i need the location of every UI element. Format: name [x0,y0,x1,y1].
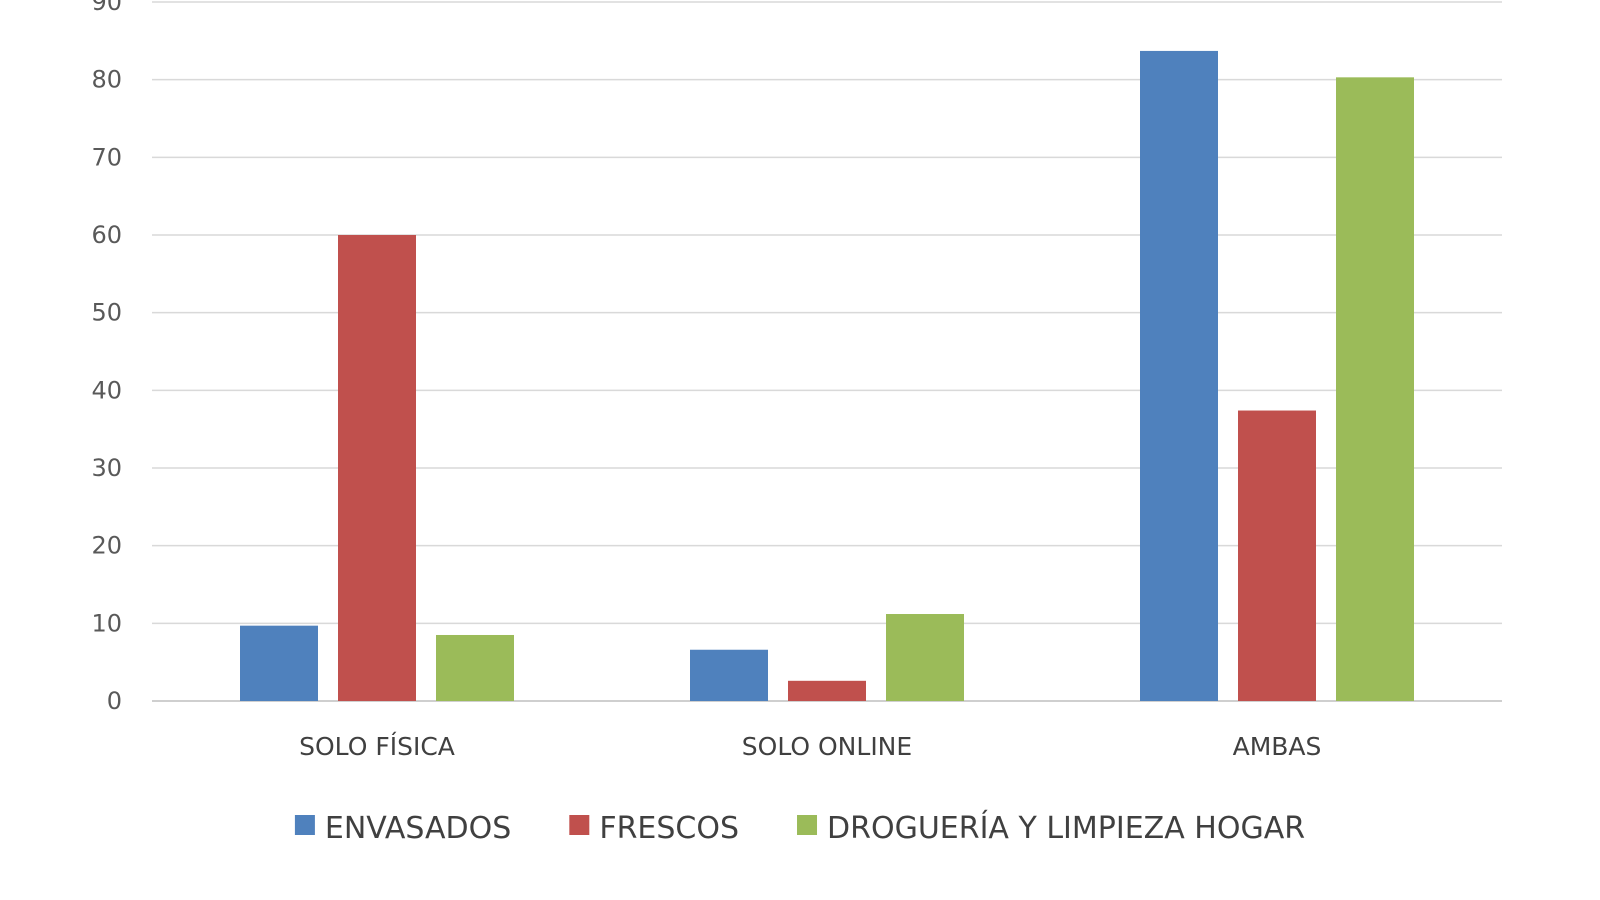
y-tick-label: 40 [91,376,122,404]
legend-label: ENVASADOS [325,811,511,846]
legend: ENVASADOS FRESCOS DROGUERÍA Y LIMPIEZA HOG… [294,810,1305,846]
y-tick-label: 50 [91,299,122,327]
legend-swatch [797,815,818,835]
y-axis-tick-labels: 0 10 20 30 40 50 60 70 80 90 [91,0,122,715]
category-label: SOLO ONLINE [742,732,912,761]
bar-envasados-3 [1140,50,1218,702]
bar-frescos-1 [338,235,416,701]
bar-envasados-1 [240,625,318,701]
bars [240,50,1414,702]
y-tick-label: 70 [91,143,122,171]
y-tick-label: 10 [91,609,122,637]
x-axis-category-labels: SOLO FÍSICA SOLO ONLINE AMBAS [299,732,1321,761]
y-tick-label: 60 [91,221,122,249]
y-tick-label: 80 [91,66,122,94]
legend-swatch [569,815,590,835]
legend-label: DROGUERÍA Y LIMPIEZA HOGAR [827,810,1305,846]
bar-envasados-2 [690,649,768,701]
legend-swatch [294,815,315,835]
bar-droguer-a-y-limpieza-hogar-3 [1336,77,1414,701]
legend-label: FRESCOS [599,811,739,846]
y-tick-label: 30 [91,454,122,482]
bar-droguer-a-y-limpieza-hogar-2 [886,614,964,701]
category-label: AMBAS [1233,732,1322,761]
bar-droguer-a-y-limpieza-hogar-1 [436,634,514,701]
bar-frescos-3 [1238,410,1316,701]
y-tick-label: 20 [91,532,122,560]
category-label: SOLO FÍSICA [299,732,455,761]
y-tick-label: 0 [107,687,122,715]
bar-frescos-2 [788,680,866,701]
y-tick-label: 90 [91,0,122,16]
